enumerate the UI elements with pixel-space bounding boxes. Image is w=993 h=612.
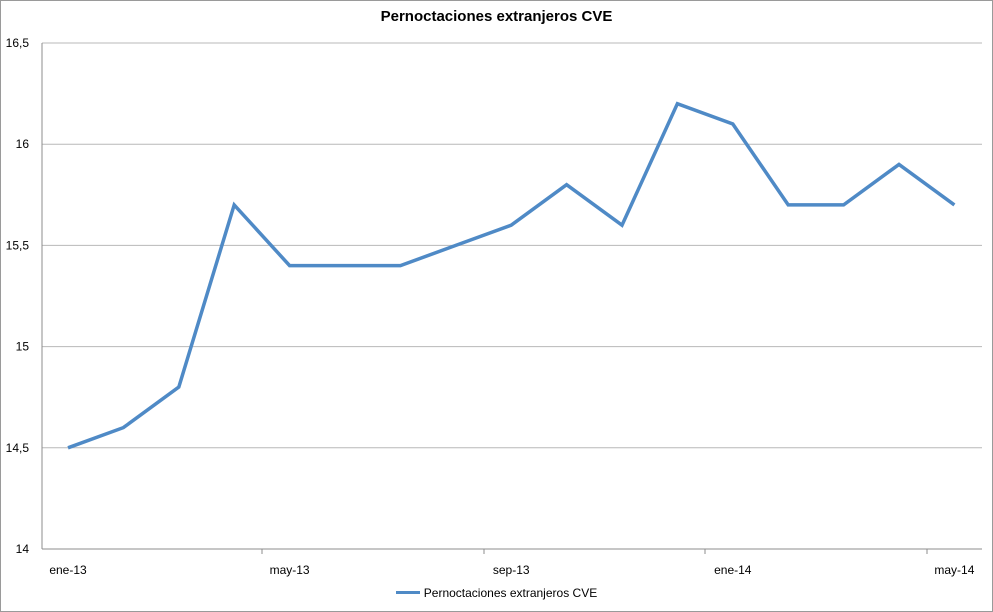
y-tick-label: 16: [16, 137, 30, 151]
chart-title: Pernoctaciones extranjeros CVE: [380, 8, 613, 25]
x-tick-label: may-13: [270, 563, 310, 577]
y-tick-label: 15,5: [6, 238, 30, 252]
x-tick-label: may-14: [934, 563, 974, 577]
y-tick-label: 14: [16, 542, 30, 556]
y-tick-label: 16,5: [6, 36, 30, 50]
series-lines: [67, 101, 956, 450]
x-tick-label: sep-13: [493, 563, 530, 577]
series-line: [67, 101, 956, 450]
axes: [41, 43, 982, 554]
y-axis-tick-labels: 14 14,5 15 15,5 16 16,5: [6, 36, 30, 556]
legend-label: Pernoctaciones extranjeros CVE: [423, 586, 598, 600]
gridlines: [42, 42, 982, 449]
y-tick-label: 15: [16, 340, 30, 354]
legend: Pernoctaciones extranjeros CVE: [0, 586, 993, 600]
x-tick-label: ene-13: [49, 563, 87, 577]
legend-swatch: [395, 591, 420, 595]
x-tick-label: ene-14: [714, 563, 752, 577]
x-axis-tick-labels: ene-13 may-13 sep-13 ene-14 may-14: [49, 563, 974, 577]
y-tick-label: 14,5: [6, 441, 30, 455]
